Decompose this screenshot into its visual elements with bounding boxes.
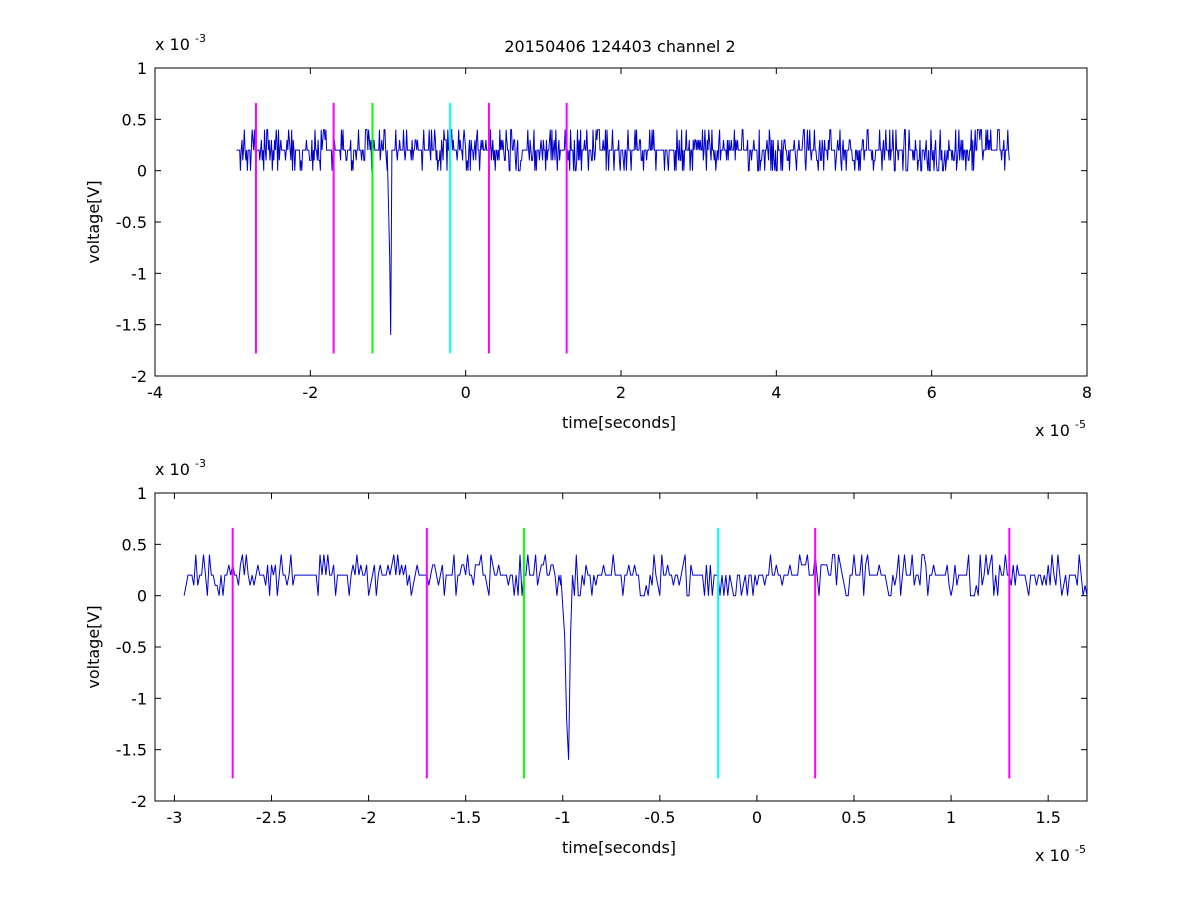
x-exponent: x 10 -5: [1035, 418, 1086, 440]
y-tick-label: -1.5: [116, 741, 147, 760]
y-tick-label: -1: [131, 264, 147, 283]
x-tick-label: -3: [166, 808, 182, 827]
y-tick-label: 0: [137, 162, 147, 181]
bottom-subplot: -3 -2.5 -2 -1.5 -1 -0.5 0 0.5 1 1.5 -2 -1.5 -1 -0.5 0 0…: [84, 457, 1088, 865]
figure-title: 20150406 124403 channel 2: [504, 37, 735, 56]
y-axis-label: voltage[V]: [84, 180, 103, 263]
y-exponent-power: -3: [195, 32, 206, 45]
y-tick-label: -2: [131, 367, 147, 386]
x-tick-label: 0.5: [841, 808, 866, 827]
x-exponent-power: -5: [1075, 843, 1086, 856]
x-tick-label: 0: [752, 808, 762, 827]
x-tick-label: 1.5: [1035, 808, 1060, 827]
x-axis-label: time[seconds]: [562, 413, 676, 432]
x-tick-label: 4: [771, 383, 781, 402]
y-tick-label: 0.5: [122, 110, 147, 129]
x-tick-label: -2.5: [256, 808, 287, 827]
y-tick-label: 0: [137, 587, 147, 606]
x-tick-label: 8: [1082, 383, 1092, 402]
x-tick-label: -2: [302, 383, 318, 402]
y-axis-label: voltage[V]: [84, 605, 103, 688]
x-tick-label: 0: [461, 383, 471, 402]
x-tick-label: -1.5: [450, 808, 481, 827]
signal-trace: [183, 554, 1088, 760]
top-subplot: -4 -2 0 2 4 6 8-2-1.5-1-0.500.51time[seconds]v…: [84, 32, 1092, 440]
x-tick-label: 1: [946, 808, 956, 827]
y-tick-label: 0.5: [122, 535, 147, 554]
y-exponent: x 10 -3: [155, 32, 206, 54]
plot-area: [154, 67, 1088, 377]
x-tick-label: -1: [555, 808, 571, 827]
y-exponent: x 10 -3: [155, 457, 206, 479]
x-tick-label: -0.5: [644, 808, 675, 827]
y-tick-label: -0.5: [116, 213, 147, 232]
plot-area: [154, 492, 1088, 802]
x-exponent: x 10 -5: [1035, 843, 1086, 865]
x-tick-label: -2: [361, 808, 377, 827]
y-tick-label: -1: [131, 689, 147, 708]
x-tick-label: 6: [927, 383, 937, 402]
x-axis-label: time[seconds]: [562, 838, 676, 857]
y-tick-label: 1: [137, 484, 147, 503]
y-tick-label: -0.5: [116, 638, 147, 657]
signal-trace: [236, 129, 1010, 335]
x-tick-label: -4: [147, 383, 163, 402]
y-tick-label: 1: [137, 59, 147, 78]
y-exponent-power: -3: [195, 457, 206, 470]
x-tick-label: 2: [616, 383, 626, 402]
x-exponent-power: -5: [1075, 418, 1086, 431]
y-tick-label: -1.5: [116, 316, 147, 335]
y-tick-label: -2: [131, 792, 147, 811]
